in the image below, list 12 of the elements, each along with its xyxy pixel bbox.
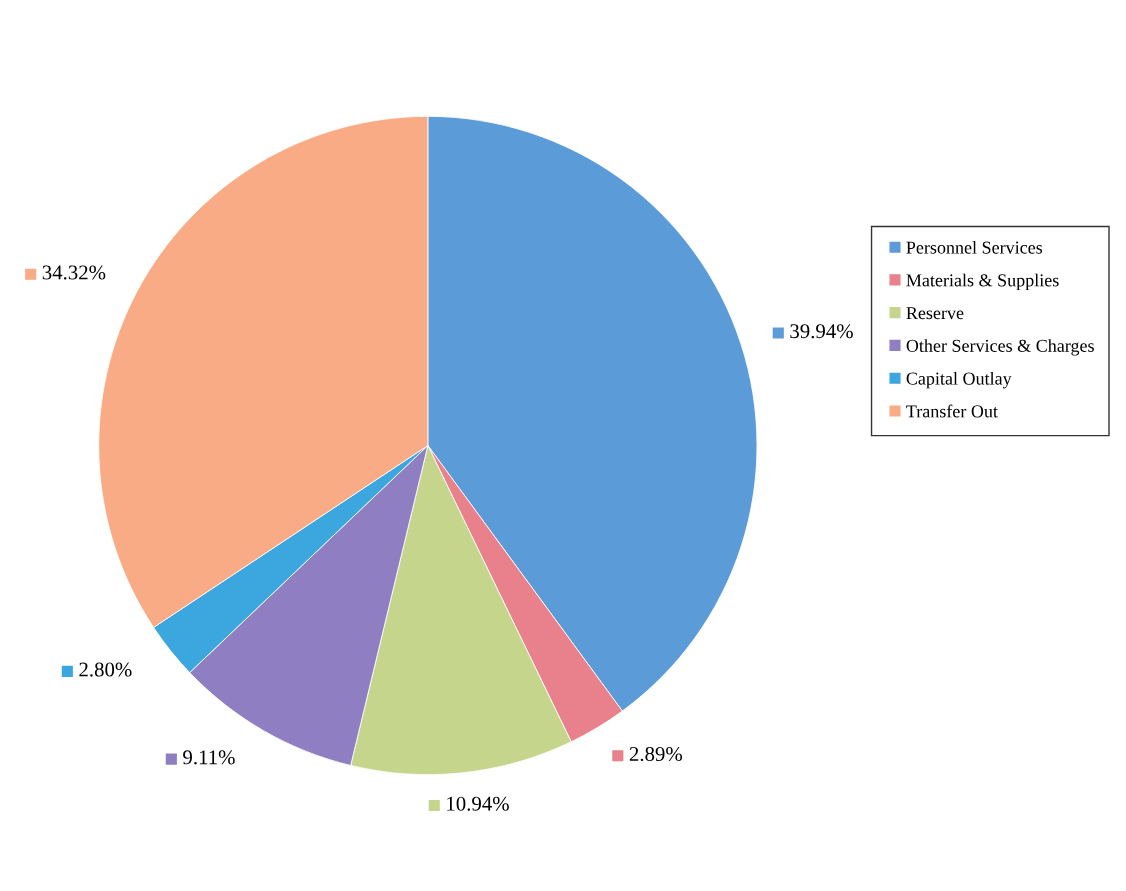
legend-label: Reserve (906, 307, 964, 320)
data-label: 2.80% (79, 662, 132, 677)
data-label: 2.89% (629, 746, 683, 762)
data-label: 10.94% (447, 796, 509, 811)
legend-label: Transfer Out (906, 404, 998, 418)
legend-label: Other Services & Charges (906, 339, 1094, 356)
legend-label: Materials & Supplies (906, 273, 1059, 291)
data-label: 9.11% (183, 750, 235, 765)
data-label: 34.32% (42, 265, 106, 280)
legend-label: Personnel Services (906, 240, 1043, 254)
legend-label: Capital Outlay (906, 371, 1012, 389)
data-label: 39.94% (790, 324, 853, 339)
